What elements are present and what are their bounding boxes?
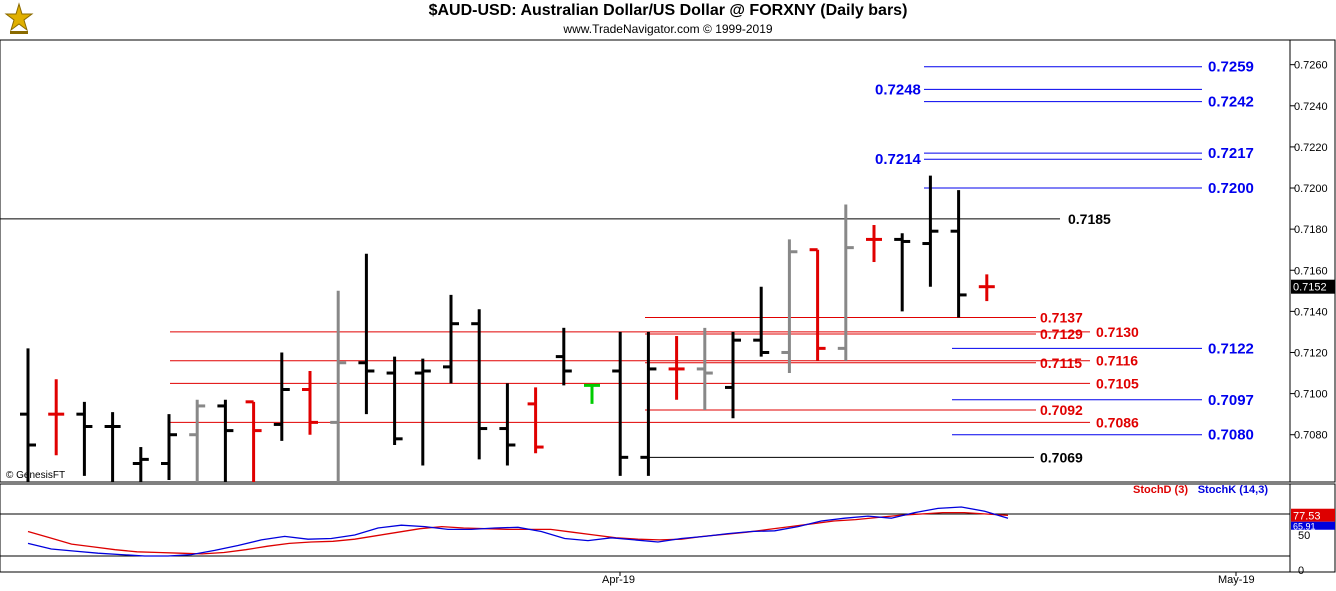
ohlc-bar (584, 383, 600, 404)
ohlc-bar (161, 414, 177, 480)
level-label-red: 0.7129 (1040, 326, 1083, 342)
level-label-blue: 0.7200 (1208, 180, 1254, 197)
ohlc-bar (104, 412, 121, 482)
ohlc-bar (668, 336, 685, 400)
level-label-red: 0.7137 (1040, 310, 1083, 326)
ohlc-bar (809, 248, 826, 361)
y-tick-label: 0.7120 (1294, 347, 1328, 359)
ohlc-bar (76, 401, 93, 476)
stochd-last-label: 77.53 (1293, 511, 1321, 523)
ohlc-bar (20, 348, 36, 482)
level-label-blue: 0.7242 (1208, 94, 1254, 111)
level-label-blue: 0.7122 (1208, 340, 1254, 357)
chart-subtitle: www.TradeNavigator.com © 1999-2019 (563, 22, 773, 36)
stoch-panel (0, 483, 1291, 573)
ohlc-bar (471, 309, 488, 460)
x-label-apr: Apr-19 (602, 574, 635, 586)
ohlc-bar (978, 274, 995, 302)
ohlc-bar (894, 233, 911, 312)
y-tick-label: 0.7140 (1294, 306, 1328, 318)
stochd-line (27, 511, 1009, 555)
level-label-blue: 0.7217 (1208, 145, 1254, 162)
level-label-red: 0.7105 (1096, 375, 1139, 391)
ohlc-bar (640, 331, 657, 476)
last-price-box (1291, 279, 1335, 294)
ohlc-bar (922, 175, 939, 287)
y-tick-label: 0.7220 (1294, 142, 1328, 154)
level-label-red: 0.7130 (1096, 324, 1139, 340)
ohlc-bar (499, 383, 516, 466)
x-label-may: May-19 (1218, 574, 1255, 586)
stochd-last-box (1291, 508, 1335, 522)
level-label-red: 0.7086 (1096, 414, 1139, 430)
watermark-text: © GenesisFT (6, 470, 65, 481)
level-label-blue: 0.7214 (875, 151, 922, 168)
stochk-last-box (1291, 521, 1335, 530)
y-tick-label: 0.7080 (1294, 430, 1328, 442)
level-label-blue: 0.7080 (1208, 427, 1254, 444)
y-tick-label: 0.7200 (1294, 183, 1328, 195)
ohlc-bar (443, 294, 459, 384)
ohlc-bar (696, 327, 713, 411)
ohlc-bar (330, 290, 347, 482)
ohlc-bar (555, 327, 572, 386)
legend-stochd: StochD (3) (1133, 484, 1188, 496)
level-label-blue: 0.7248 (875, 81, 921, 98)
ohlc-bar (189, 399, 206, 482)
y-tick-label: 0.7240 (1294, 101, 1328, 113)
chart-title: $AUD-USD: Australian Dollar/US Dollar @ … (428, 2, 908, 19)
chart-header: $AUD-USD: Australian Dollar/US Dollar @ … (0, 0, 1336, 40)
level-label-red: 0.7115 (1040, 355, 1082, 371)
level-label-black: 0.7069 (1040, 449, 1083, 465)
y-tick-label: 0.7260 (1294, 60, 1328, 72)
stochk-last-label: 65.91 (1293, 522, 1316, 532)
y-tick-label: 0.7100 (1294, 389, 1328, 401)
ohlc-bar (837, 204, 854, 361)
level-label-red: 0.7092 (1040, 402, 1083, 418)
y-tick-label: 0.7160 (1294, 265, 1328, 277)
level-label-black: 0.7185 (1068, 211, 1111, 227)
ohlc-bar (217, 399, 234, 482)
ohlc-bar (48, 379, 65, 456)
stoch-y-tick: 0 (1298, 565, 1304, 577)
stoch-y-tick: 50 (1298, 530, 1310, 542)
ohlc-bar (245, 400, 262, 482)
ohlc-bar (273, 352, 290, 441)
ohlc-bar (414, 358, 431, 466)
ohlc-bar (866, 225, 882, 263)
legend-stochk: StochK (14,3) (1198, 484, 1269, 496)
genesis-logo-icon (4, 2, 34, 34)
ohlc-bar (132, 447, 149, 482)
ohlc-bar (386, 356, 403, 445)
ohlc-bar (358, 253, 375, 415)
ohlc-bar (753, 286, 770, 357)
stochk-line (27, 506, 1009, 557)
last-price-label: 0.7152 (1293, 282, 1327, 294)
ohlc-bar (725, 331, 741, 419)
price-axis-panel (1289, 39, 1336, 483)
ohlc-bar (302, 370, 318, 435)
level-label-blue: 0.7097 (1208, 392, 1254, 409)
level-label-red: 0.7116 (1096, 353, 1138, 369)
ohlc-bar (950, 190, 967, 318)
ohlc-bar (612, 331, 629, 476)
ohlc-bar (781, 239, 798, 374)
level-label-blue: 0.7259 (1208, 59, 1254, 76)
ohlc-bar (527, 387, 544, 454)
y-tick-label: 0.7180 (1294, 224, 1328, 236)
